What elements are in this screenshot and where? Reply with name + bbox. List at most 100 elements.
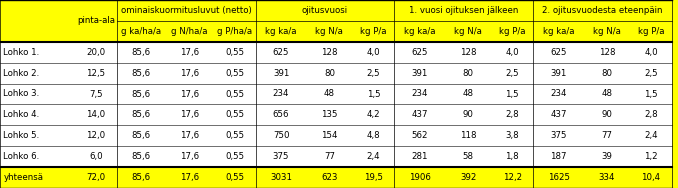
Bar bbox=[353, 21, 395, 42]
Bar bbox=[491, 105, 533, 125]
Text: kg ka/a: kg ka/a bbox=[543, 27, 574, 36]
Text: 625: 625 bbox=[551, 48, 567, 57]
Text: 2,4: 2,4 bbox=[367, 152, 380, 161]
Text: 1,5: 1,5 bbox=[644, 89, 658, 99]
Text: 58: 58 bbox=[462, 152, 474, 161]
Bar bbox=[0, 105, 75, 125]
Text: Lohko 6.: Lohko 6. bbox=[3, 152, 39, 161]
Text: 0,55: 0,55 bbox=[225, 69, 244, 78]
Text: 6,0: 6,0 bbox=[89, 152, 102, 161]
Text: kg ka/a: kg ka/a bbox=[265, 27, 297, 36]
Text: kg N/a: kg N/a bbox=[454, 27, 482, 36]
Bar bbox=[0, 63, 75, 83]
Bar bbox=[165, 125, 214, 146]
Bar bbox=[256, 83, 306, 105]
Text: Lohko 3.: Lohko 3. bbox=[3, 89, 39, 99]
Bar bbox=[533, 125, 584, 146]
Bar bbox=[165, 42, 214, 63]
Bar bbox=[353, 63, 395, 83]
Bar bbox=[306, 42, 353, 63]
Bar bbox=[256, 42, 306, 63]
Text: 128: 128 bbox=[321, 48, 338, 57]
Bar bbox=[395, 0, 533, 21]
Bar bbox=[395, 146, 445, 167]
Text: 80: 80 bbox=[462, 69, 474, 78]
Text: 3,8: 3,8 bbox=[505, 131, 519, 140]
Bar bbox=[584, 83, 630, 105]
Text: 48: 48 bbox=[601, 89, 612, 99]
Text: 48: 48 bbox=[324, 89, 335, 99]
Text: 90: 90 bbox=[463, 110, 474, 119]
Bar bbox=[117, 167, 165, 188]
Bar bbox=[445, 42, 491, 63]
Text: 2. ojitusvuodesta eteenpäin: 2. ojitusvuodesta eteenpäin bbox=[542, 6, 663, 15]
Text: 118: 118 bbox=[460, 131, 477, 140]
Text: 128: 128 bbox=[460, 48, 477, 57]
Text: kg P/a: kg P/a bbox=[638, 27, 664, 36]
Text: 562: 562 bbox=[412, 131, 428, 140]
Text: 4,0: 4,0 bbox=[367, 48, 380, 57]
Bar bbox=[630, 125, 672, 146]
Text: 4,0: 4,0 bbox=[644, 48, 658, 57]
Bar bbox=[0, 167, 75, 188]
Bar bbox=[306, 21, 353, 42]
Bar bbox=[306, 105, 353, 125]
Bar bbox=[630, 63, 672, 83]
Text: 80: 80 bbox=[324, 69, 335, 78]
Text: 48: 48 bbox=[462, 89, 474, 99]
Bar bbox=[395, 83, 445, 105]
Bar bbox=[0, 0, 75, 42]
Text: 10,4: 10,4 bbox=[641, 173, 660, 182]
Bar bbox=[445, 167, 491, 188]
Bar bbox=[256, 21, 306, 42]
Bar bbox=[165, 63, 214, 83]
Bar bbox=[630, 105, 672, 125]
Text: 128: 128 bbox=[599, 48, 615, 57]
Bar bbox=[214, 42, 256, 63]
Text: 7,5: 7,5 bbox=[89, 89, 102, 99]
Text: ominaiskuormitusluvut (netto): ominaiskuormitusluvut (netto) bbox=[121, 6, 252, 15]
Text: Lohko 5.: Lohko 5. bbox=[3, 131, 39, 140]
Bar bbox=[353, 167, 395, 188]
Text: 656: 656 bbox=[273, 110, 290, 119]
Text: 623: 623 bbox=[321, 173, 338, 182]
Bar bbox=[214, 146, 256, 167]
Bar bbox=[214, 83, 256, 105]
Bar bbox=[75, 63, 117, 83]
Bar bbox=[165, 105, 214, 125]
Text: 2,5: 2,5 bbox=[505, 69, 519, 78]
Text: 85,6: 85,6 bbox=[132, 48, 151, 57]
Bar bbox=[256, 125, 306, 146]
Bar bbox=[395, 21, 445, 42]
Text: 2,8: 2,8 bbox=[644, 110, 658, 119]
Bar bbox=[491, 125, 533, 146]
Text: 154: 154 bbox=[321, 131, 338, 140]
Text: 20,0: 20,0 bbox=[86, 48, 105, 57]
Text: 0,55: 0,55 bbox=[225, 152, 244, 161]
Text: 2,4: 2,4 bbox=[644, 131, 658, 140]
Text: 135: 135 bbox=[321, 110, 338, 119]
Bar bbox=[117, 125, 165, 146]
Bar bbox=[214, 21, 256, 42]
Bar bbox=[117, 0, 256, 21]
Text: 2,5: 2,5 bbox=[644, 69, 658, 78]
Bar bbox=[533, 21, 584, 42]
Text: 85,6: 85,6 bbox=[132, 89, 151, 99]
Text: 1906: 1906 bbox=[409, 173, 431, 182]
Bar bbox=[491, 63, 533, 83]
Text: 12,5: 12,5 bbox=[86, 69, 105, 78]
Text: 90: 90 bbox=[601, 110, 612, 119]
Text: 17,6: 17,6 bbox=[180, 110, 199, 119]
Text: 4,2: 4,2 bbox=[367, 110, 380, 119]
Bar bbox=[584, 146, 630, 167]
Bar bbox=[306, 83, 353, 105]
Text: kg P/a: kg P/a bbox=[499, 27, 525, 36]
Bar bbox=[445, 21, 491, 42]
Text: 17,6: 17,6 bbox=[180, 131, 199, 140]
Text: 2,8: 2,8 bbox=[505, 110, 519, 119]
Bar bbox=[491, 146, 533, 167]
Bar bbox=[395, 105, 445, 125]
Bar bbox=[353, 42, 395, 63]
Bar bbox=[75, 125, 117, 146]
Bar bbox=[533, 0, 672, 21]
